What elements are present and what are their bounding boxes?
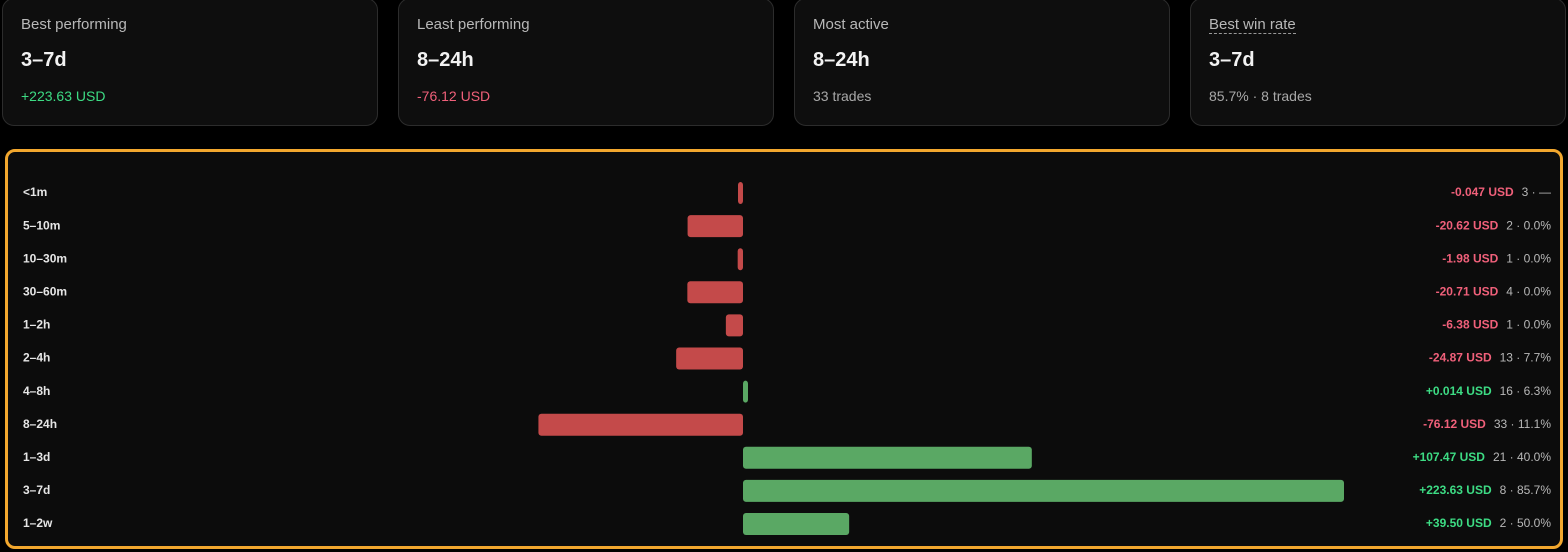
bar xyxy=(687,215,743,238)
row-detail: 8 · 85.7% xyxy=(1500,483,1552,497)
card-value: 8–24h xyxy=(813,49,870,71)
card-label: Best win rate xyxy=(1209,16,1296,34)
value-label: +39.50 USD xyxy=(1426,516,1492,530)
chart: <1m 3 · — -0.047 USD 5–10m 2 · 0.0% -20.62 US… xyxy=(23,182,1552,535)
bar xyxy=(743,513,850,535)
bar xyxy=(743,446,1032,469)
value-label: +107.47 USD xyxy=(1413,450,1486,464)
value-label: -24.87 USD xyxy=(1429,351,1492,365)
row-label: <1m xyxy=(23,185,47,199)
row-label: 1–2w xyxy=(23,516,53,530)
stat-card: Least performing 8–24h -76.12 USD xyxy=(398,0,774,126)
row-detail: 1 · 0.0% xyxy=(1506,318,1551,332)
value-label: -6.38 USD xyxy=(1442,318,1498,332)
bar xyxy=(538,413,743,436)
stat-card: Best performing 3–7d +223.63 USD xyxy=(2,0,378,126)
card-value: 8–24h xyxy=(417,49,474,71)
bar xyxy=(738,182,743,204)
card-label: Least performing xyxy=(417,16,530,33)
value-label: -1.98 USD xyxy=(1442,251,1498,265)
duration-panel: <1m 3 · — -0.047 USD 5–10m 2 · 0.0% -20.62 US… xyxy=(5,149,1563,549)
value-label: +223.63 USD xyxy=(1419,483,1492,497)
row-label: 3–7d xyxy=(23,483,50,497)
value-label: -0.047 USD xyxy=(1451,185,1514,199)
card-value: 3–7d xyxy=(1209,49,1255,71)
card-label: Best performing xyxy=(21,16,127,33)
row-label: 2–4h xyxy=(23,351,50,365)
card-label: Most active xyxy=(813,16,889,33)
value-label: -20.71 USD xyxy=(1436,284,1499,298)
stat-card: Best win rate 3–7d 85.7% · 8 trades xyxy=(1190,0,1566,126)
row-label: 1–2h xyxy=(23,318,50,332)
row-detail: 16 · 6.3% xyxy=(1500,384,1552,398)
bar xyxy=(743,380,748,403)
card-sub: 33 trades xyxy=(813,88,872,104)
row-detail: 1 · 0.0% xyxy=(1506,251,1551,265)
bar xyxy=(687,281,743,304)
bar xyxy=(725,314,743,337)
row-label: 1–3d xyxy=(23,450,50,464)
stat-card: Most active 8–24h 33 trades xyxy=(794,0,1170,126)
bar xyxy=(743,479,1344,502)
row-label: 4–8h xyxy=(23,384,50,398)
card-sub: 85.7% · 8 trades xyxy=(1209,88,1312,104)
row-detail: 13 · 7.7% xyxy=(1500,351,1552,365)
row-label: 8–24h xyxy=(23,417,57,431)
row-label: 10–30m xyxy=(23,251,67,265)
row-detail: 4 · 0.0% xyxy=(1506,284,1551,298)
row-detail: 33 · 11.1% xyxy=(1494,417,1551,431)
value-label: -20.62 USD xyxy=(1436,218,1499,232)
row-label: 5–10m xyxy=(23,218,60,232)
card-value: 3–7d xyxy=(21,49,67,71)
row-label: 30–60m xyxy=(23,284,67,298)
row-detail: 2 · 0.0% xyxy=(1506,218,1551,232)
row-detail: 2 · 50.0% xyxy=(1500,516,1552,530)
row-detail: 21 · 40.0% xyxy=(1493,450,1551,464)
card-sub: +223.63 USD xyxy=(21,88,106,104)
card-sub: -76.12 USD xyxy=(417,88,491,104)
bar xyxy=(676,347,743,370)
row-detail: 3 · — xyxy=(1522,185,1551,199)
value-label: +0.014 USD xyxy=(1426,384,1492,398)
value-label: -76.12 USD xyxy=(1423,417,1486,431)
bar xyxy=(737,248,743,271)
